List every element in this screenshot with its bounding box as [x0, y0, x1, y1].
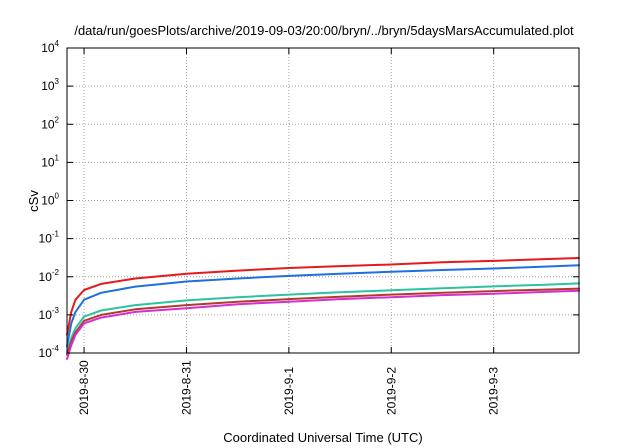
x-tick-label: 2019-8-31 — [179, 360, 193, 415]
x-tick-labels: 2019-8-30 2019-8-31 2019-9-1 2019-9-2 2019-9… — [77, 360, 501, 415]
x-tick-label: 2019-9-2 — [384, 367, 398, 415]
y-tick-label: 102 — [41, 115, 59, 131]
y-tick-label: 103 — [41, 77, 59, 93]
y-tick-label: 104 — [41, 39, 59, 55]
series-layer — [66, 257, 580, 360]
series-line — [66, 282, 580, 354]
series-line — [66, 264, 580, 348]
tick-layer — [67, 47, 579, 354]
y-axis-label: cSv — [26, 190, 41, 212]
series-line — [66, 257, 580, 336]
x-tick-label: 2019-9-3 — [487, 367, 501, 415]
y-tick-labels: 10-4 10-3 10-2 10-1 100 101 102 103 104 — [39, 39, 60, 360]
y-tick-label: 10-4 — [39, 344, 60, 360]
y-tick-label: 10-2 — [39, 268, 60, 284]
y-tick-label: 10-1 — [39, 230, 60, 246]
chart-title: /data/run/goesPlots/archive/2019-09-03/2… — [74, 23, 574, 38]
series-line — [66, 289, 580, 360]
grid-layer — [67, 48, 579, 353]
y-tick-label: 10-3 — [39, 306, 60, 322]
y-tick-label: 101 — [41, 153, 59, 169]
series-line — [66, 287, 580, 356]
y-tick-label: 100 — [41, 192, 59, 208]
x-tick-label: 2019-8-30 — [77, 360, 91, 415]
x-axis-label: Coordinated Universal Time (UTC) — [223, 430, 422, 445]
x-tick-label: 2019-9-1 — [282, 367, 296, 415]
